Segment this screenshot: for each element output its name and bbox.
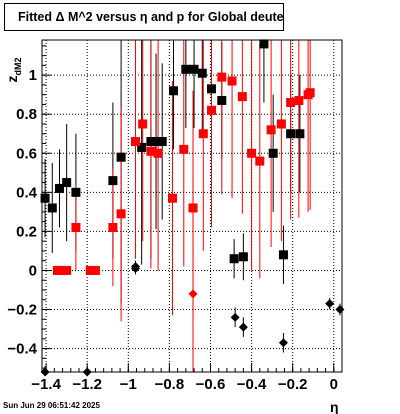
data-point-square	[153, 148, 163, 158]
x-tick-label: 0	[330, 376, 338, 393]
data-point-diamond	[335, 305, 345, 315]
data-point-square	[237, 92, 247, 102]
data-point-square	[62, 265, 72, 275]
data-point-square	[259, 39, 269, 49]
chart-title: Fitted Δ M^2 versus η and p for Global d…	[4, 3, 284, 31]
data-point-square	[116, 152, 126, 162]
y-axis-title-subscript: dM2	[13, 58, 23, 76]
data-point-square	[217, 72, 227, 82]
data-point-square	[116, 209, 126, 219]
y-tick-label: 0.8	[16, 106, 37, 123]
data-point-square	[294, 96, 304, 106]
data-point-square	[57, 265, 67, 275]
data-point-square	[207, 84, 217, 94]
data-point-square	[268, 148, 278, 158]
data-point-square	[137, 142, 147, 152]
data-point-diamond	[325, 299, 335, 309]
data-point-square	[188, 203, 198, 213]
data-point-square	[286, 129, 296, 139]
data-point-square	[266, 125, 276, 135]
data-point-square	[278, 250, 288, 260]
data-point-square	[247, 148, 257, 158]
y-tick-label: −0.2	[7, 302, 37, 319]
x-tick-label: −0.2	[278, 376, 308, 393]
data-point-square	[54, 183, 64, 193]
y-axis-title-main: z	[4, 76, 20, 83]
data-point-square	[276, 119, 286, 129]
data-point-square	[255, 156, 265, 166]
data-point-square	[167, 193, 177, 203]
data-point-diamond	[238, 322, 248, 332]
data-point-square	[146, 146, 156, 156]
x-axis-title: η	[330, 399, 339, 414]
data-point-square	[181, 64, 191, 74]
x-tick-label: −1	[120, 376, 137, 393]
data-point-square	[85, 265, 95, 275]
x-tick-label: −0.6	[196, 376, 226, 393]
plot-frame	[41, 39, 343, 373]
data-point-diamond	[188, 289, 198, 299]
data-point-square	[47, 203, 57, 213]
data-point-square	[286, 97, 296, 107]
x-tick-label: −1.4	[31, 376, 61, 393]
axis-ticks	[42, 45, 335, 372]
data-point-square	[295, 129, 305, 139]
data-point-square	[157, 137, 167, 147]
data-point-square	[238, 252, 248, 262]
data-point-square	[197, 68, 207, 78]
data-markers	[40, 39, 345, 377]
svg-text:zdM2: zdM2	[4, 58, 23, 83]
data-point-square	[169, 86, 179, 96]
data-point-square	[40, 193, 50, 203]
data-point-square	[217, 96, 227, 106]
data-point-square	[198, 129, 208, 139]
data-point-square	[138, 119, 148, 129]
y-tick-label: 0.2	[16, 223, 37, 240]
x-tick-label: −1.2	[72, 376, 102, 393]
x-tick-label: −0.8	[155, 376, 185, 393]
data-point-square	[151, 137, 161, 147]
data-point-square	[146, 137, 156, 147]
data-point-square	[179, 144, 189, 154]
data-point-square	[305, 88, 315, 98]
data-point-square	[62, 178, 72, 188]
data-point-square	[130, 137, 140, 147]
tick-labels: −1.4 −1.2 −1 −0.8 −0.6 −0.4 −0.2 0 −0.4 −0.2 0 0.2 0…	[7, 67, 338, 393]
timestamp: Sun Jun 29 06:51:42 2025	[3, 401, 100, 410]
data-point-diamond	[278, 338, 288, 348]
grid-lines	[42, 40, 342, 372]
y-tick-label: 0.6	[16, 145, 37, 162]
y-tick-label: 0	[29, 262, 37, 279]
y-tick-label: 1	[29, 67, 37, 84]
data-point-square	[71, 187, 81, 197]
data-point-square	[229, 254, 239, 264]
data-point-diamond	[230, 312, 240, 322]
data-point-diamond	[130, 262, 140, 272]
y-tick-label: −0.4	[7, 341, 37, 358]
x-tick-label: −0.4	[237, 376, 267, 393]
y-tick-label: 0.4	[16, 184, 38, 201]
data-point-square	[90, 265, 100, 275]
data-point-square	[207, 105, 217, 115]
data-point-square	[71, 222, 81, 232]
data-point-square	[108, 222, 118, 232]
data-point-square	[227, 76, 237, 86]
data-point-square	[189, 64, 199, 74]
data-point-square	[108, 176, 118, 186]
y-axis-title: zdM2	[4, 58, 23, 83]
